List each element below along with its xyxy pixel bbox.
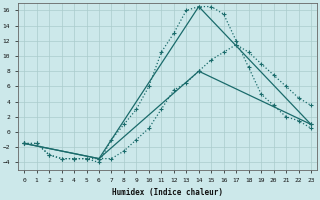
X-axis label: Humidex (Indice chaleur): Humidex (Indice chaleur) xyxy=(112,188,223,197)
